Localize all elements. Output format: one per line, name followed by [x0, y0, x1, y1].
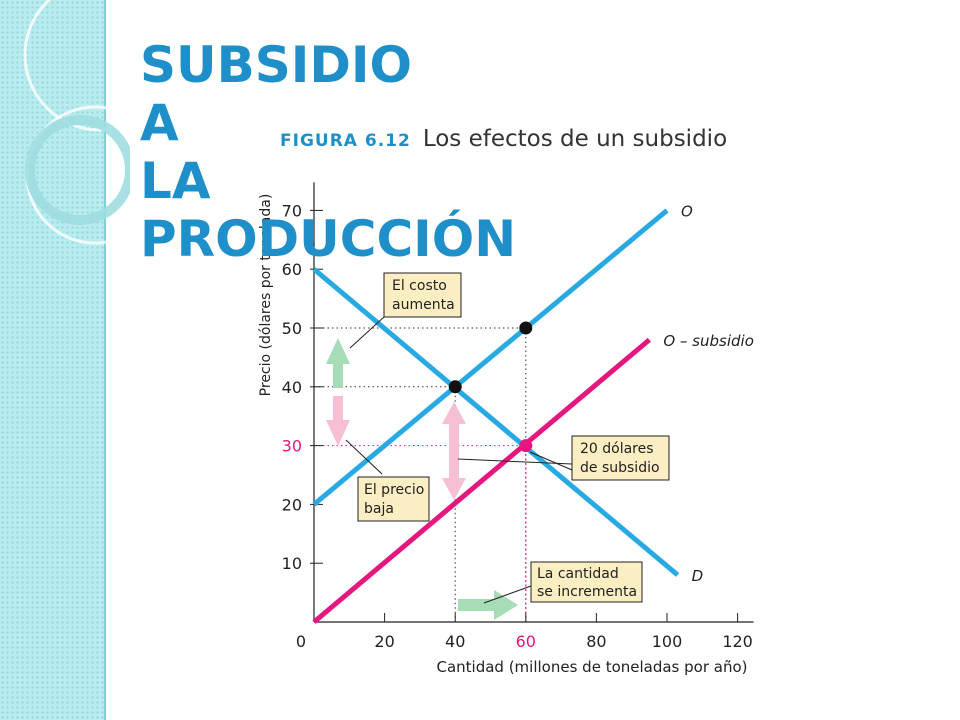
y-tick-label: 60: [282, 260, 302, 279]
annotation-quantity-rises: La cantidad se incrementa: [530, 561, 643, 603]
annotation-price-falls: El precio baja: [357, 476, 430, 522]
equilibrium-points: [448, 321, 533, 453]
price-down-arrow: [326, 396, 350, 446]
annotation-subsidy: 20 dólares de subsidio: [571, 435, 670, 481]
title-word-2: A: [140, 94, 179, 152]
y-axis-ticks: 10 20 30 40 50 60 70: [282, 201, 323, 573]
equilibrium-point: [519, 321, 533, 335]
side-strip-edge: [104, 0, 106, 720]
annotation-cost-line1: El costo: [392, 278, 447, 294]
x-tick-label: 120: [722, 632, 753, 651]
annotation-price-line2: baja: [364, 501, 394, 517]
cost-up-arrow: [326, 338, 350, 388]
annotation-cost-line2: aumenta: [392, 297, 455, 313]
curve-supply-subsidy: [312, 337, 651, 624]
x-tick-label: 0: [296, 632, 306, 651]
title-word-1: SUBSIDIO: [140, 36, 412, 94]
figure-caption: FIGURA 6.12 Los efectos de un subsidio: [280, 126, 727, 152]
curves: [312, 208, 680, 624]
annotation-cost-rises: El costo aumenta: [383, 272, 462, 318]
equilibrium-point: [448, 380, 462, 394]
y-tick-label: 50: [282, 319, 302, 338]
annotation-leaders: [345, 316, 573, 604]
x-tick-label: 80: [586, 632, 606, 651]
axes: [313, 182, 754, 623]
price-cost-arrows: [326, 338, 518, 620]
y-tick-label: 40: [282, 378, 302, 397]
annotation-subsidy-line2: de subsidio: [580, 460, 660, 476]
annotation-quantity-line2: se incrementa: [537, 584, 637, 600]
curve-label: D: [692, 567, 704, 585]
x-tick-label: 40: [445, 632, 465, 651]
y-tick-label: 20: [282, 495, 302, 514]
decorative-circles: [23, 0, 130, 245]
x-axis-label: Cantidad (millones de toneladas por año): [436, 658, 747, 676]
curve-label: O: [681, 202, 693, 220]
annotation-price-line1: El precio: [364, 482, 424, 498]
subsidy-double-arrow: [442, 402, 466, 500]
x-tick-label: 60: [516, 632, 536, 651]
quantity-right-arrow: [458, 590, 518, 620]
title-word-3: LA: [140, 152, 211, 210]
x-tick-label: 100: [652, 632, 683, 651]
annotation-subsidy-line1: 20 dólares: [580, 441, 654, 457]
curve-supply: [312, 208, 669, 507]
y-tick-label: 70: [282, 201, 302, 220]
annotation-quantity-line1: La cantidad: [537, 566, 619, 582]
y-axis-label: Precio (dólares por tonelada): [258, 194, 274, 397]
figure-caption-text: Los efectos de un subsidio: [422, 126, 728, 152]
curve-labels: O O – subsidio D: [663, 202, 754, 585]
curve-demand: [312, 267, 680, 577]
figure-number: FIGURA 6.12: [280, 131, 411, 151]
title-line-1: SUBSIDIO A LA: [140, 36, 930, 210]
y-tick-label: 30: [282, 437, 302, 456]
curve-label: O – subsidio: [663, 332, 754, 350]
slide-title: SUBSIDIO A LA PRODUCCIÓN: [140, 36, 930, 268]
equilibrium-point: [519, 439, 533, 453]
title-line-2: PRODUCCIÓN: [140, 210, 517, 268]
y-tick-label: 10: [282, 554, 302, 573]
x-axis-ticks: 0 20 40 60 80 100 120: [296, 613, 753, 651]
x-tick-label: 20: [374, 632, 394, 651]
